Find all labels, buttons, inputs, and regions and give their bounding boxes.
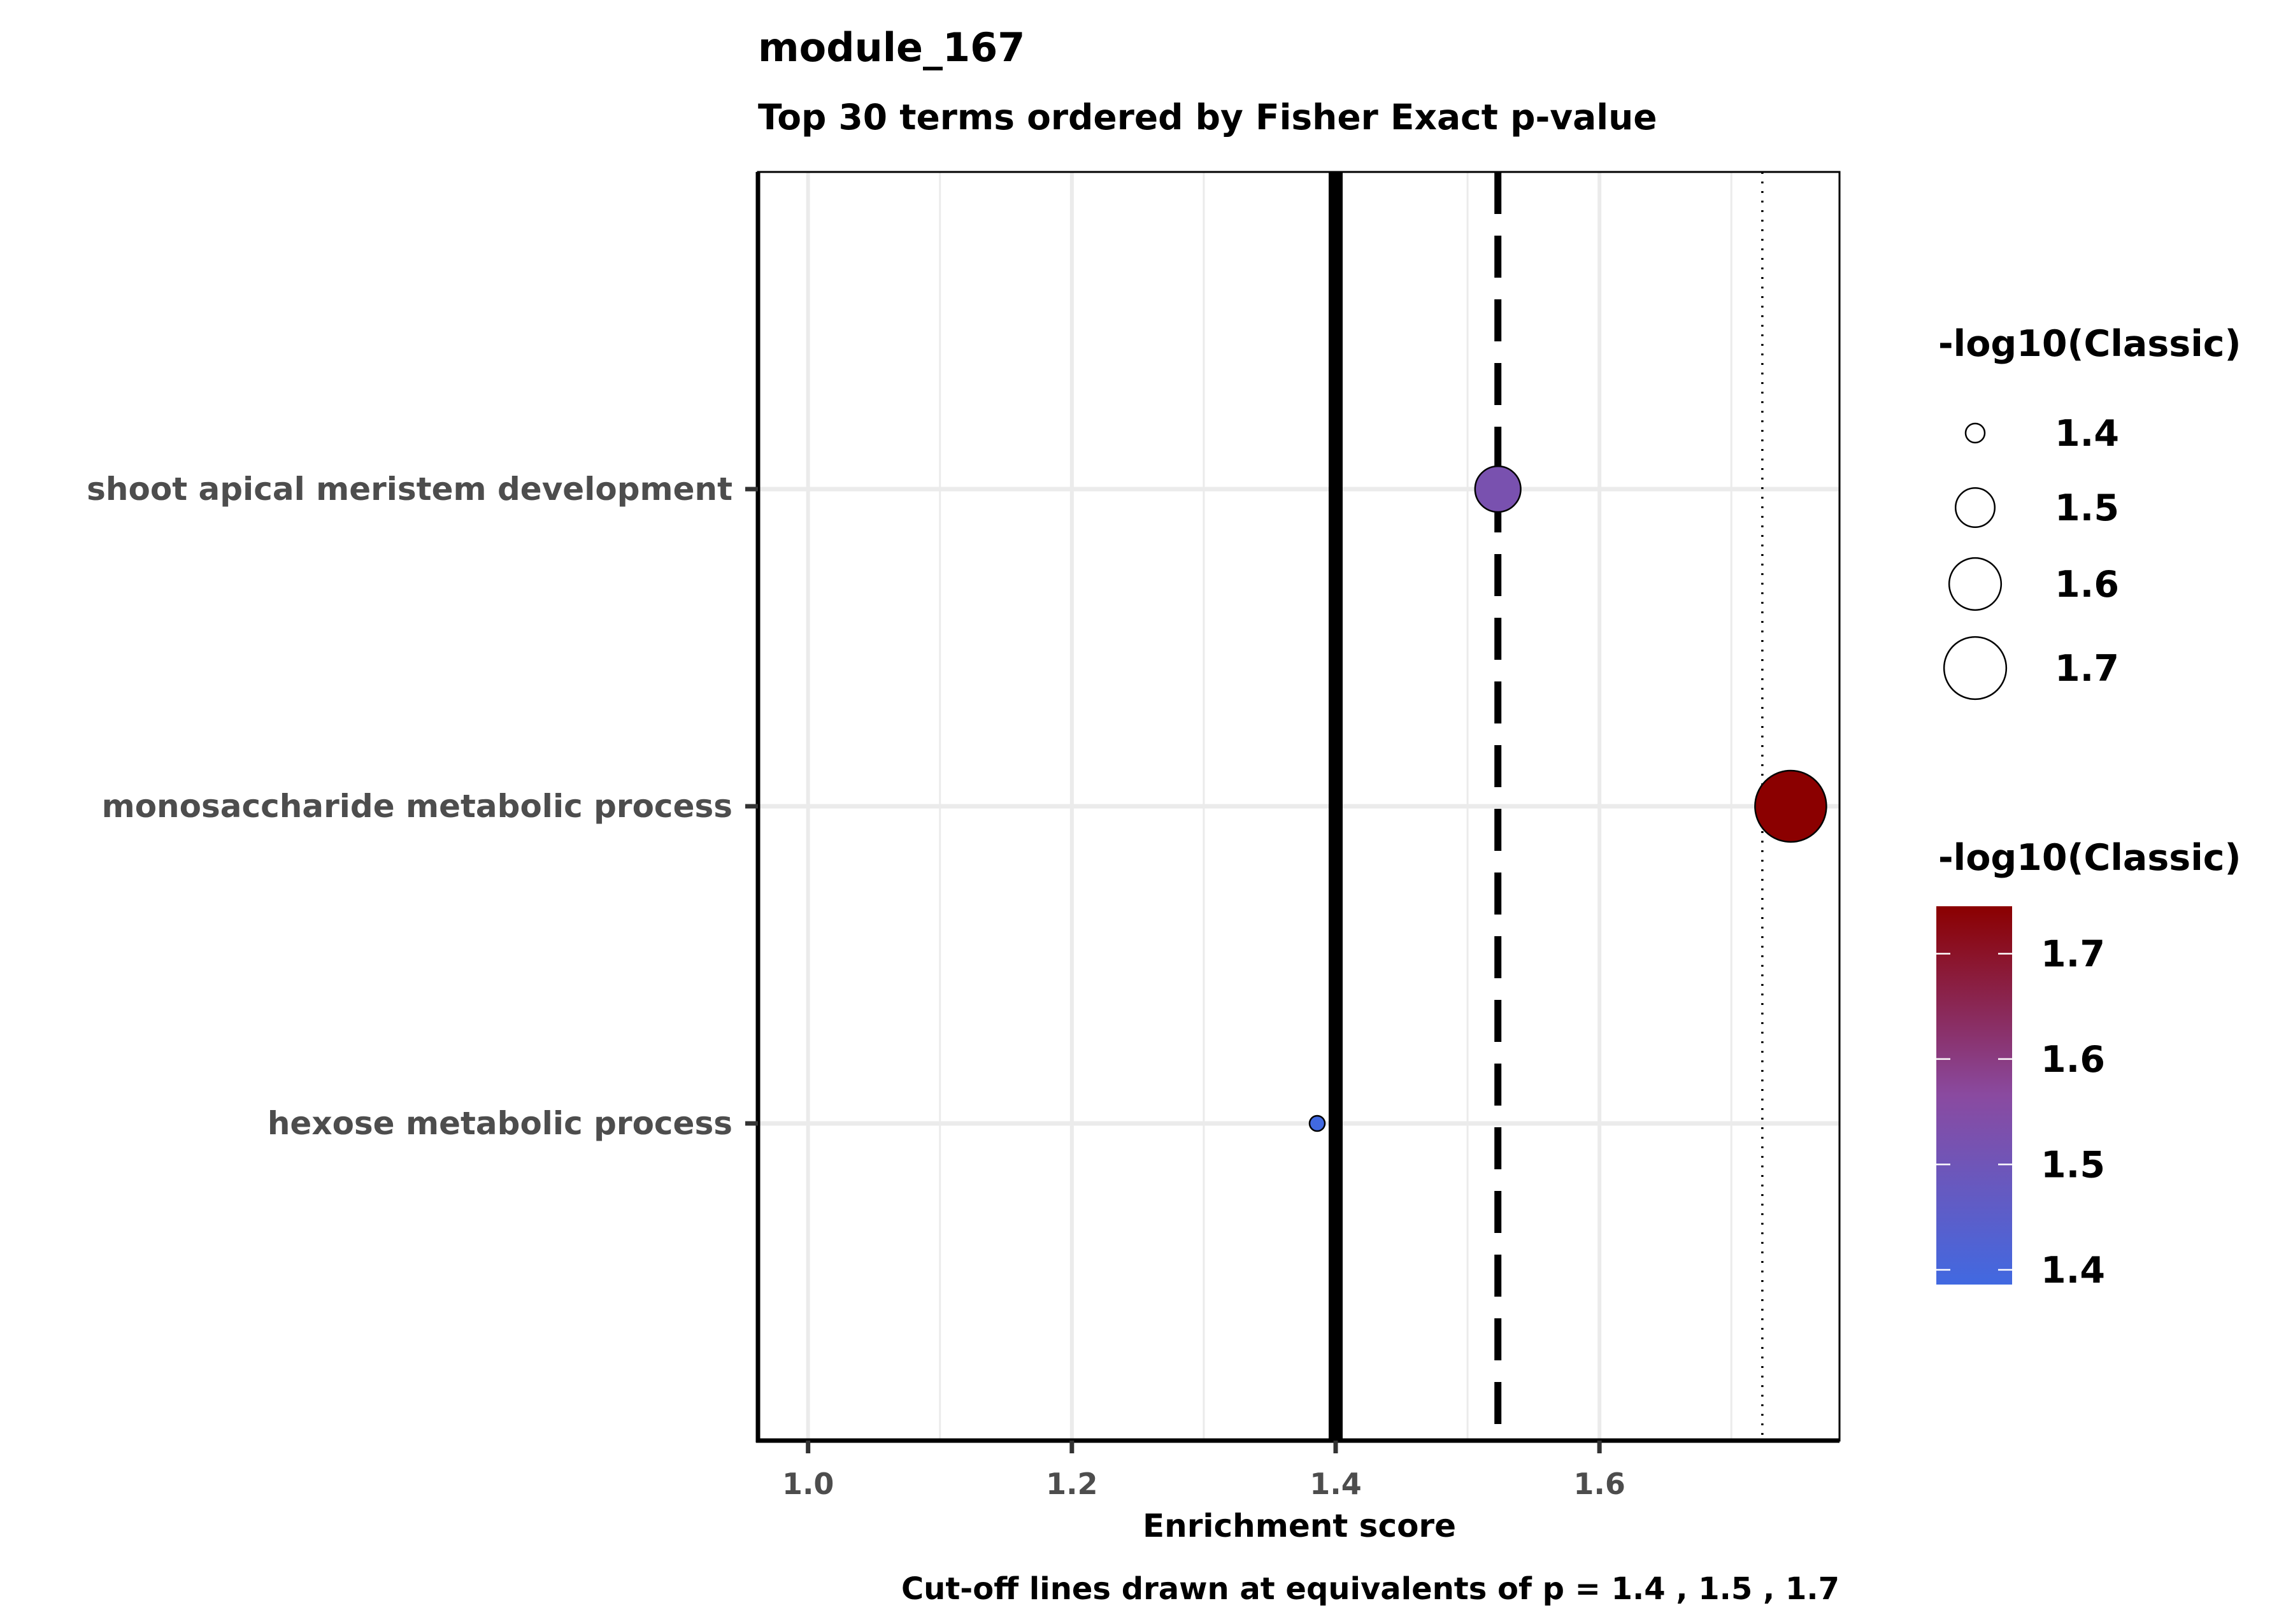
size-legend-key <box>1964 422 1986 444</box>
x-axis-title: Enrichment score <box>1143 1507 1456 1544</box>
y-tick-label: shoot apical meristem development <box>87 471 732 508</box>
size-legend: -log10(Classic) 1.4 1.5 1.6 1.7 <box>1938 323 2241 701</box>
size-legend-label: 1.5 <box>2055 487 2119 529</box>
color-legend-title: -log10(Classic) <box>1938 837 2241 879</box>
size-legend-label: 1.4 <box>2055 413 2119 455</box>
x-tick-label: 1.2 <box>1046 1467 1098 1501</box>
plot-panel <box>757 171 1841 1442</box>
color-legend-label: 1.6 <box>2041 1039 2105 1081</box>
color-legend-label: 1.7 <box>2041 933 2105 975</box>
data-point <box>1754 769 1827 843</box>
chart-title: module_167 <box>758 24 1025 71</box>
color-legend-label: 1.4 <box>2041 1250 2105 1292</box>
chart-subtitle: Top 30 terms ordered by Fisher Exact p-v… <box>758 97 1657 138</box>
y-tick-label: hexose metabolic process <box>268 1105 732 1142</box>
y-axis: shoot apical meristem development monosac… <box>87 172 761 1442</box>
colorbar <box>1936 906 2012 1285</box>
x-tick-label: 1.4 <box>1310 1467 1362 1501</box>
size-legend-key <box>1954 487 1996 529</box>
x-tick-label: 1.6 <box>1573 1467 1625 1501</box>
size-legend-label: 1.7 <box>2055 648 2119 690</box>
color-legend: -log10(Classic) 1.4 1.5 1.6 1.7 <box>1936 837 2241 1292</box>
chart-caption: Cut-off lines drawn at equivalents of p … <box>901 1571 1839 1607</box>
x-tick-label: 1.0 <box>782 1467 834 1501</box>
size-legend-key <box>1943 636 2008 701</box>
size-legend-title: -log10(Classic) <box>1938 323 2241 365</box>
size-legend-key <box>1948 557 2003 611</box>
size-legend-label: 1.6 <box>2055 564 2119 606</box>
data-point <box>1474 465 1522 513</box>
x-axis: 1.0 1.2 1.4 1.6 <box>756 1438 1839 1501</box>
y-tick-label: monosaccharide metabolic process <box>102 788 732 825</box>
data-point <box>1308 1115 1326 1132</box>
color-legend-label: 1.5 <box>2041 1144 2105 1186</box>
